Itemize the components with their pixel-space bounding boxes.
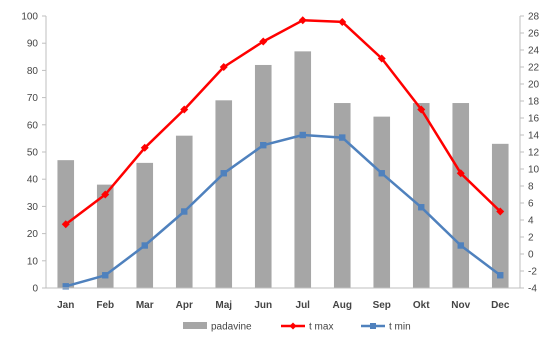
category-label: Nov <box>451 300 470 311</box>
right-tick-label: 2 <box>528 233 534 244</box>
category-labels: Jan Feb Mar Apr Maj Jun Jul Aug Sep Okt Nov Dec <box>46 287 520 311</box>
left-tick-label: 10 <box>27 256 39 267</box>
right-tick-label: 24 <box>528 46 540 57</box>
category-label: Jul <box>296 300 311 311</box>
legend-label-t-min: t min <box>389 322 411 333</box>
right-tick-label: 16 <box>528 114 540 125</box>
point-t-max-apr <box>180 105 189 114</box>
bar-maj <box>215 100 233 288</box>
right-tick-label: 20 <box>528 80 540 91</box>
category-label: Mar <box>136 300 154 311</box>
point-t-min-jan <box>62 283 69 290</box>
right-tick-label: -2 <box>528 267 537 278</box>
right-tick-label: 22 <box>528 63 540 74</box>
category-label: Feb <box>96 300 114 311</box>
left-tick-label: 60 <box>27 120 39 131</box>
right-tick-label: 18 <box>528 97 540 108</box>
bar-sep <box>373 116 391 288</box>
point-t-min-jun <box>260 142 267 149</box>
point-t-max-jan <box>61 220 70 229</box>
bar-feb <box>96 184 114 288</box>
right-tick-label: 6 <box>528 199 534 210</box>
left-tick-label: 70 <box>27 93 39 104</box>
right-tick-label: -4 <box>528 284 537 295</box>
point-t-max-dec <box>496 207 505 216</box>
line-t-min <box>65 133 502 288</box>
left-axis: 0 10 20 30 40 50 60 70 80 90 100 <box>21 12 47 295</box>
point-t-min-nov <box>457 242 464 249</box>
bar-dec <box>491 143 509 288</box>
bar-mar <box>136 162 154 288</box>
category-label: Jun <box>254 300 272 311</box>
left-tick-label: 80 <box>27 66 39 77</box>
right-tick-label: 12 <box>528 148 540 159</box>
legend: padavine t max t min <box>183 322 411 333</box>
point-t-min-maj <box>220 170 227 177</box>
right-tick-label: 4 <box>528 216 534 227</box>
left-tick-label: 50 <box>27 148 39 159</box>
point-t-min-aug <box>339 134 346 141</box>
point-t-max-mar <box>140 143 149 152</box>
category-label: Sep <box>373 300 391 311</box>
bar-jun <box>254 64 272 289</box>
point-t-min-dec <box>497 272 504 279</box>
point-t-min-sep <box>378 170 385 177</box>
category-label: Dec <box>491 300 510 311</box>
left-tick-label: 30 <box>27 202 39 213</box>
point-t-max-nov <box>456 169 465 178</box>
legend-marker-t-min <box>370 323 376 329</box>
point-t-min-apr <box>181 208 188 215</box>
point-t-max-jul <box>298 16 307 25</box>
legend-marker-t-max <box>289 322 297 330</box>
left-tick-label: 40 <box>27 175 39 186</box>
right-tick-label: 28 <box>528 12 540 23</box>
bar-nov <box>452 103 470 288</box>
bar-okt <box>412 103 430 288</box>
right-tick-label: 26 <box>528 29 540 40</box>
right-tick-label: 0 <box>528 250 534 261</box>
right-tick-label: 10 <box>528 165 540 176</box>
point-t-min-okt <box>418 204 425 211</box>
category-label: Maj <box>215 300 232 311</box>
point-t-min-jul <box>299 131 306 139</box>
left-tick-label: 100 <box>21 12 38 23</box>
category-label: Apr <box>176 300 193 311</box>
left-tick-label: 20 <box>27 229 39 240</box>
legend-swatch-padavine <box>183 322 207 329</box>
bar-aug <box>333 103 351 288</box>
category-label: Jan <box>57 300 74 311</box>
point-t-max-sep <box>377 54 386 63</box>
category-label: Okt <box>413 300 430 311</box>
point-t-min-feb <box>102 272 109 279</box>
line-series <box>61 16 505 290</box>
left-tick-label: 90 <box>27 39 39 50</box>
legend-label-t-max: t max <box>309 322 333 333</box>
point-t-max-maj <box>219 63 228 71</box>
point-t-max-okt <box>417 105 426 114</box>
line-t-max <box>65 19 502 226</box>
point-t-max-jun <box>259 37 268 46</box>
point-t-max-feb <box>101 190 110 199</box>
category-label: Aug <box>333 300 352 311</box>
right-tick-label: 8 <box>528 182 534 193</box>
point-t-min-mar <box>141 242 148 249</box>
legend-label-padavine: padavine <box>211 322 252 333</box>
left-tick-label: 0 <box>32 284 38 295</box>
bar-jul <box>294 51 312 288</box>
right-tick-label: 14 <box>528 131 540 142</box>
point-t-max-aug <box>338 17 347 26</box>
